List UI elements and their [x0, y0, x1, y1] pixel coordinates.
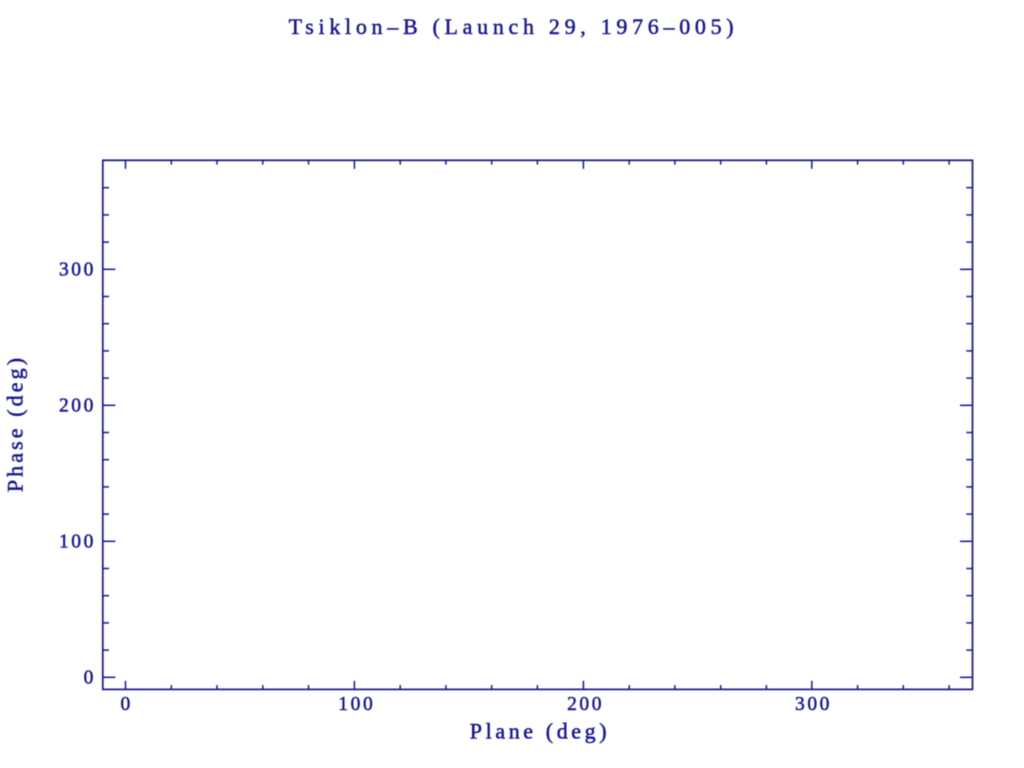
svg-text:0: 0 — [121, 694, 133, 715]
svg-text:Phase (deg): Phase (deg) — [3, 355, 28, 492]
svg-text:100: 100 — [59, 532, 96, 553]
svg-text:100: 100 — [338, 694, 375, 715]
svg-text:0: 0 — [84, 668, 96, 689]
svg-text:200: 200 — [59, 395, 96, 416]
svg-text:300: 300 — [59, 259, 96, 280]
svg-text:Plane (deg): Plane (deg) — [470, 719, 610, 744]
svg-text:200: 200 — [567, 694, 604, 715]
svg-text:300: 300 — [795, 694, 832, 715]
svg-text:Tsiklon–B (Launch 29, 1976–005: Tsiklon–B (Launch 29, 1976–005) — [289, 14, 739, 39]
